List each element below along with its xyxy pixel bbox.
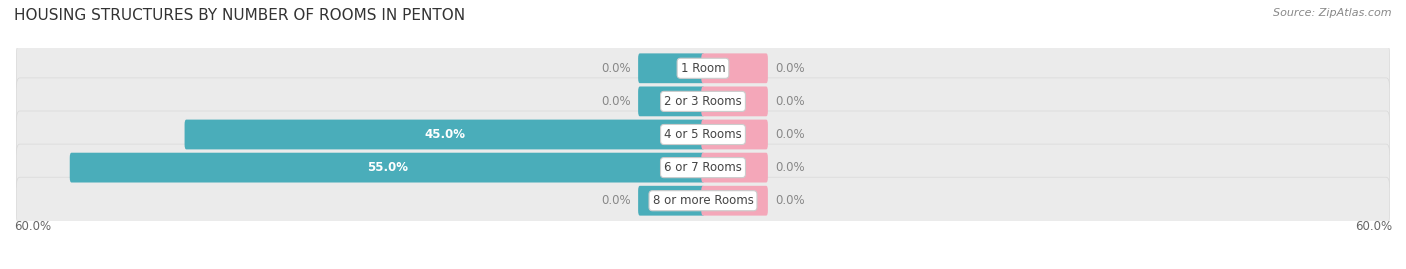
Text: 0.0%: 0.0% — [775, 128, 806, 141]
FancyBboxPatch shape — [184, 120, 704, 149]
FancyBboxPatch shape — [17, 45, 1389, 92]
FancyBboxPatch shape — [17, 144, 1389, 191]
FancyBboxPatch shape — [70, 153, 704, 182]
Text: 8 or more Rooms: 8 or more Rooms — [652, 194, 754, 207]
FancyBboxPatch shape — [638, 186, 704, 216]
FancyBboxPatch shape — [17, 78, 1389, 125]
FancyBboxPatch shape — [702, 186, 768, 216]
FancyBboxPatch shape — [702, 87, 768, 116]
Text: Source: ZipAtlas.com: Source: ZipAtlas.com — [1274, 8, 1392, 18]
Text: 0.0%: 0.0% — [775, 161, 806, 174]
Text: 0.0%: 0.0% — [775, 62, 806, 75]
Text: 1 Room: 1 Room — [681, 62, 725, 75]
Text: 4 or 5 Rooms: 4 or 5 Rooms — [664, 128, 742, 141]
Text: 0.0%: 0.0% — [775, 95, 806, 108]
Text: 55.0%: 55.0% — [367, 161, 408, 174]
Text: 60.0%: 60.0% — [14, 220, 51, 233]
Text: 0.0%: 0.0% — [600, 62, 631, 75]
FancyBboxPatch shape — [638, 87, 704, 116]
Text: 0.0%: 0.0% — [775, 194, 806, 207]
Text: 2 or 3 Rooms: 2 or 3 Rooms — [664, 95, 742, 108]
FancyBboxPatch shape — [702, 153, 768, 182]
Text: 0.0%: 0.0% — [600, 194, 631, 207]
Text: 60.0%: 60.0% — [1355, 220, 1392, 233]
FancyBboxPatch shape — [17, 111, 1389, 158]
FancyBboxPatch shape — [17, 177, 1389, 224]
Text: HOUSING STRUCTURES BY NUMBER OF ROOMS IN PENTON: HOUSING STRUCTURES BY NUMBER OF ROOMS IN… — [14, 8, 465, 23]
FancyBboxPatch shape — [638, 53, 704, 83]
FancyBboxPatch shape — [702, 120, 768, 149]
Text: 0.0%: 0.0% — [600, 95, 631, 108]
Text: 6 or 7 Rooms: 6 or 7 Rooms — [664, 161, 742, 174]
Text: 45.0%: 45.0% — [425, 128, 465, 141]
FancyBboxPatch shape — [702, 53, 768, 83]
